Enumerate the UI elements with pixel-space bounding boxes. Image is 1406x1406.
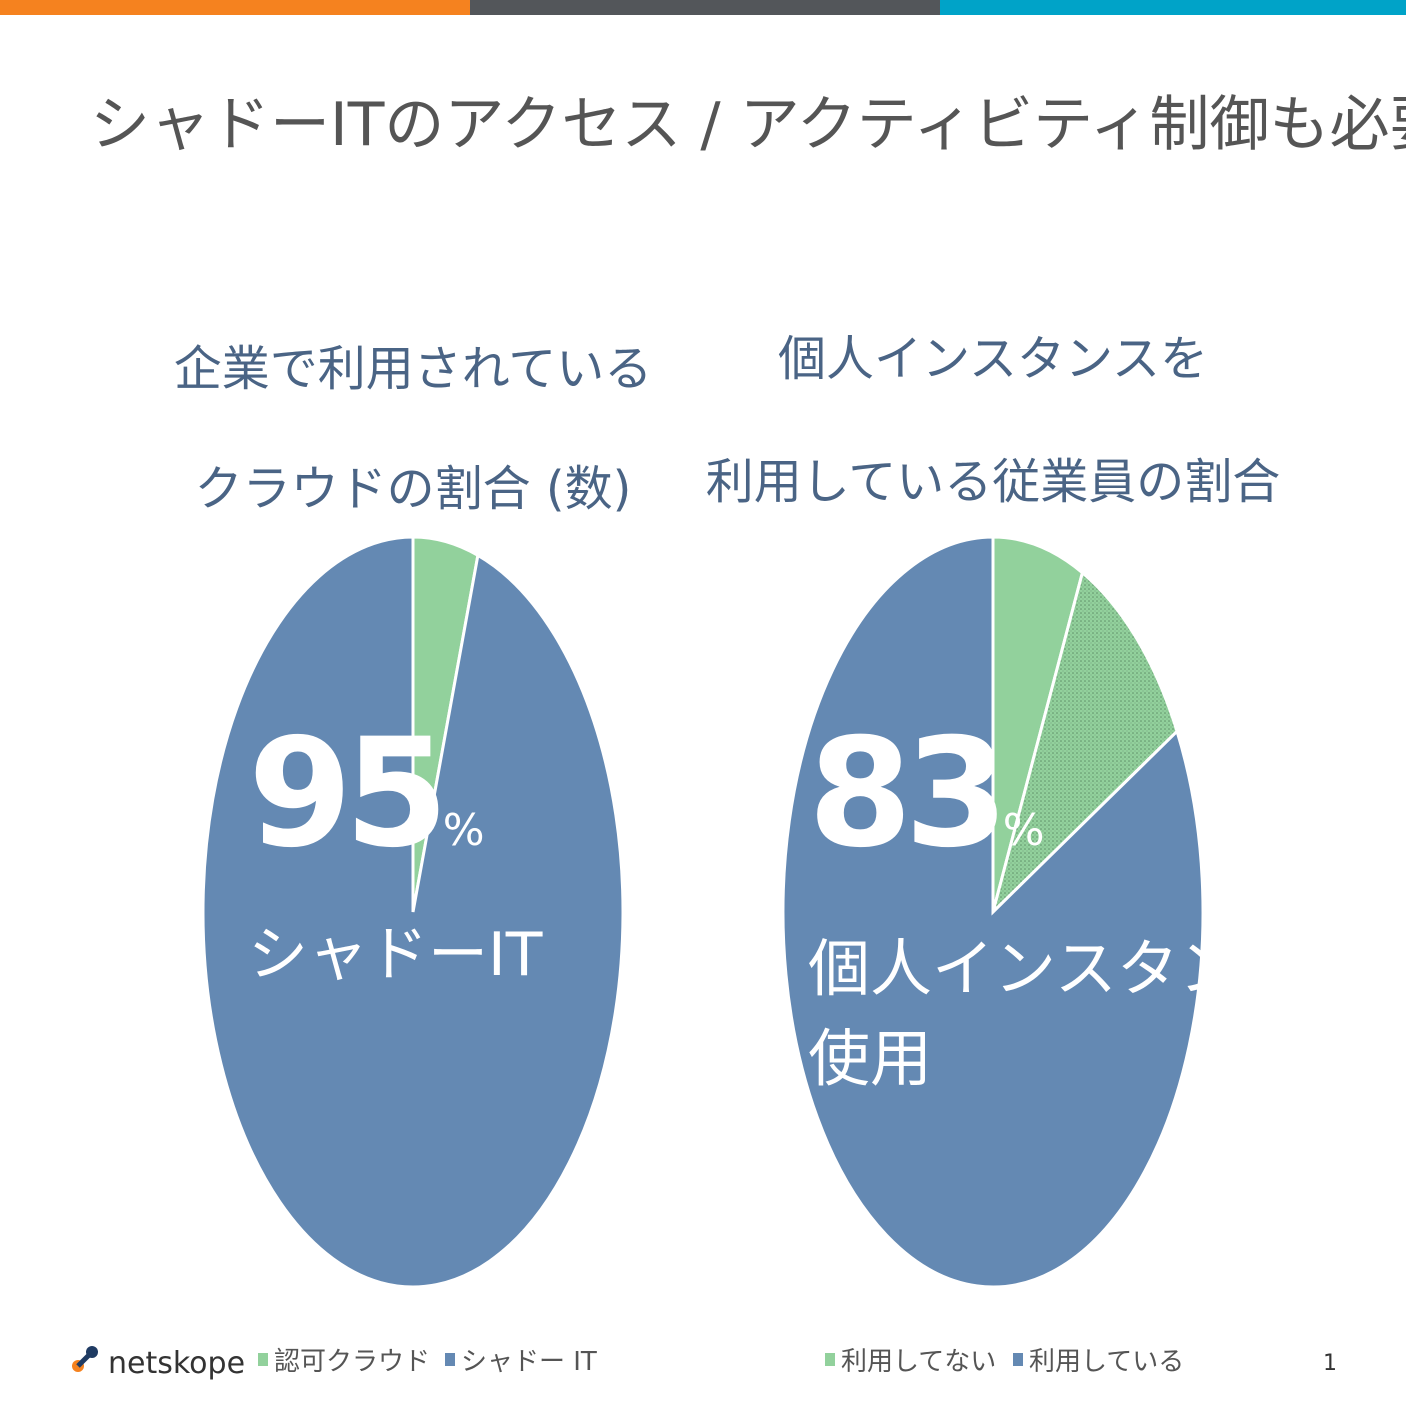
slide-title: シャドーITのアクセス / アクティビティ制御も必要	[90, 90, 1406, 160]
top-bar	[470, 0, 940, 15]
chart-title: 企業で利用されている	[174, 341, 653, 397]
chart-title: 個人インスタンスを	[778, 331, 1208, 387]
legend-swatch	[1013, 1353, 1023, 1366]
logo: netskope	[72, 1346, 245, 1381]
top-bar	[940, 0, 1406, 15]
big-unit: %	[443, 805, 485, 856]
big-unit: %	[1003, 805, 1045, 856]
pie-slice	[990, 570, 1179, 917]
logo-text: netskope	[108, 1346, 245, 1381]
big-caption: 個人インスタンス	[808, 932, 1302, 1005]
legend-label: 認可クラウド	[274, 1347, 430, 1377]
legend-swatch	[445, 1353, 455, 1366]
page-number: 1	[1323, 1351, 1337, 1376]
legend-label: シャドー IT	[461, 1347, 597, 1377]
pie-slice	[781, 535, 1205, 1289]
legend-swatch	[258, 1353, 268, 1366]
pie-slice	[991, 535, 1085, 913]
pie-slice	[201, 535, 625, 1289]
legend-swatch	[825, 1353, 835, 1366]
big-number: 83	[808, 707, 1001, 881]
top-bar	[0, 0, 470, 15]
legend-label: 利用してない	[841, 1347, 996, 1377]
big-number: 95	[248, 707, 441, 881]
big-caption: シャドーIT	[248, 920, 543, 990]
chart-title: クラウドの割合 (数)	[195, 461, 632, 517]
big-caption: 使用	[808, 1022, 932, 1095]
legend-label: 利用している	[1029, 1347, 1184, 1377]
chart-title: 利用している従業員の割合	[706, 454, 1281, 510]
